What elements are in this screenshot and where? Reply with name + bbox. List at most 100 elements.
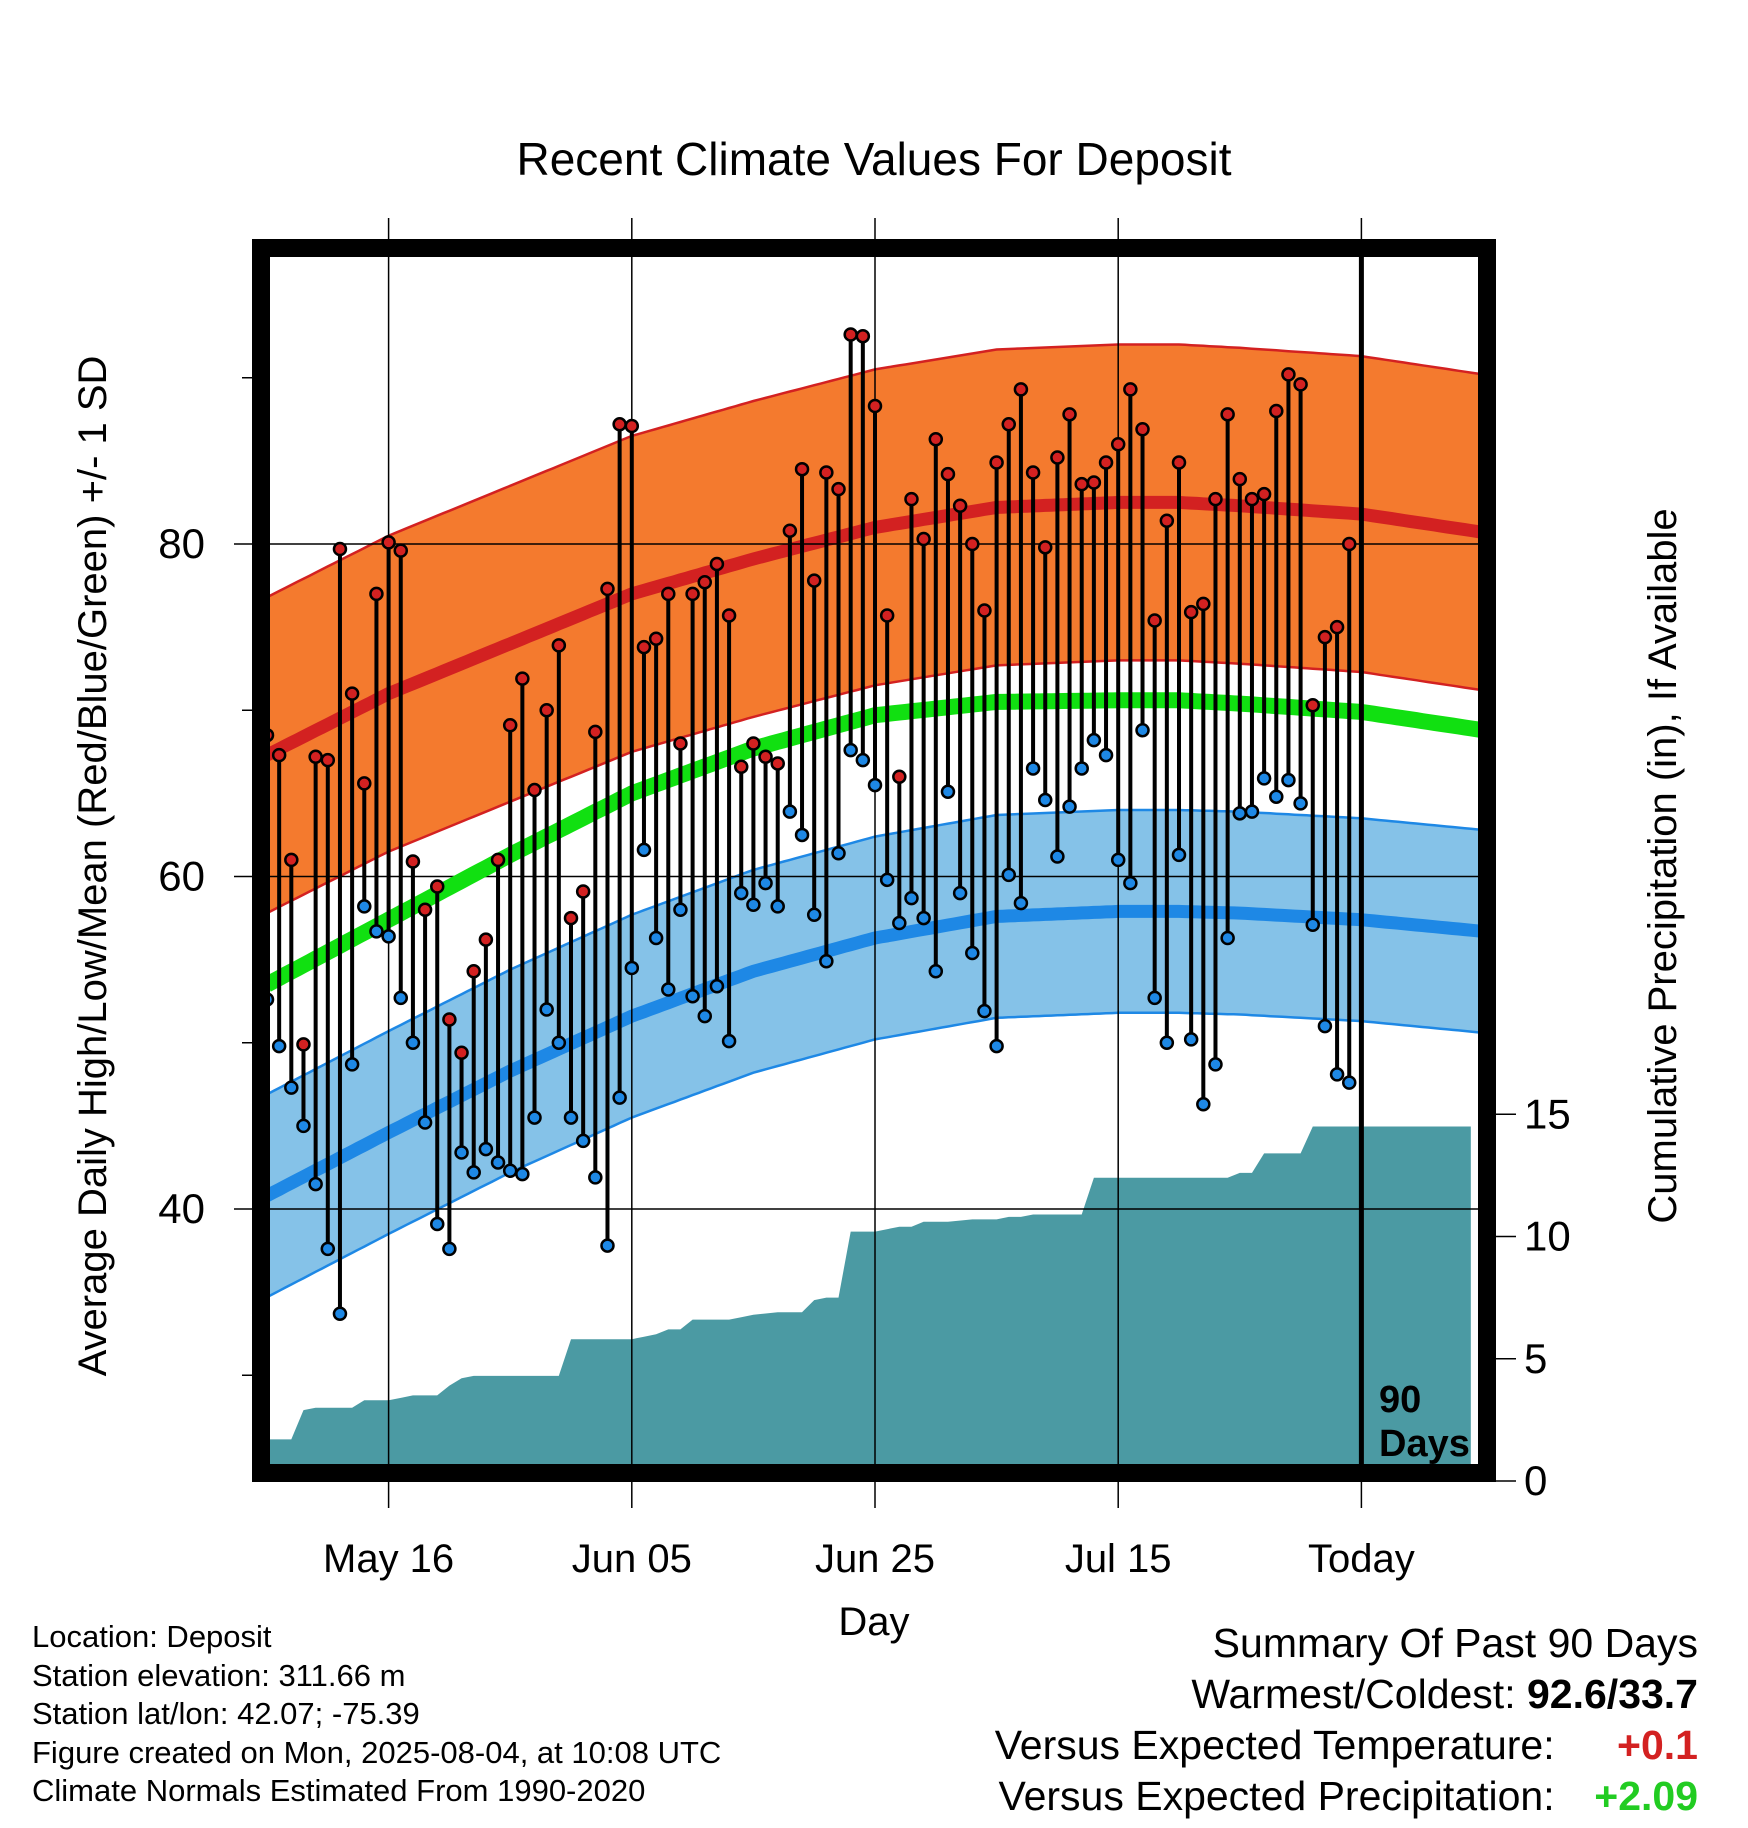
- daily-low-point: [1232, 806, 1248, 821]
- daily-high-point: [733, 759, 749, 775]
- daily-high-point: [442, 1012, 457, 1027]
- daily-high-point: [466, 964, 481, 979]
- daily-high-point: [819, 465, 834, 480]
- daily-low-point: [916, 910, 931, 926]
- daily-high-point: [1293, 377, 1308, 392]
- daily-low-point: [1183, 1032, 1199, 1047]
- daily-low-point: [515, 1166, 530, 1182]
- y-tick-label-left: 60: [158, 853, 205, 900]
- x-tick-label: May 16: [323, 1537, 454, 1581]
- daily-low-point: [831, 845, 846, 861]
- daily-low-point: [965, 945, 980, 961]
- daily-high-point: [271, 747, 287, 763]
- daily-low-point: [1025, 761, 1041, 776]
- daily-high-point: [1086, 475, 1102, 490]
- daily-low-point: [1269, 789, 1284, 804]
- daily-high-point: [369, 586, 384, 602]
- daily-low-point: [308, 1176, 323, 1192]
- daily-high-point: [393, 543, 409, 558]
- daily-high-point: [867, 398, 883, 414]
- daily-low-point: [1086, 732, 1102, 748]
- daily-high-point: [344, 686, 360, 701]
- daily-high-point: [527, 782, 542, 798]
- daily-high-point: [1037, 540, 1053, 555]
- daily-high-point: [320, 752, 336, 768]
- daily-low-point: [940, 784, 956, 799]
- daily-low-point: [588, 1170, 603, 1185]
- daily-low-point: [1171, 847, 1187, 863]
- x-tick-label: Jun 05: [572, 1537, 692, 1581]
- daily-high-point: [940, 466, 956, 482]
- daily-low-point: [563, 1110, 579, 1125]
- daily-high-point: [928, 432, 944, 447]
- daily-high-point: [624, 418, 640, 434]
- daily-low-point: [551, 1035, 567, 1050]
- daily-low-point: [1208, 1057, 1223, 1072]
- created-text: Figure created on Mon, 2025-08-04, at 10…: [32, 1734, 722, 1770]
- daily-high-point: [794, 461, 810, 477]
- daily-low-point: [1135, 722, 1150, 738]
- daily-high-point: [502, 717, 518, 733]
- daily-low-point: [709, 978, 725, 994]
- daily-high-point: [843, 327, 858, 342]
- daily-low-point: [855, 752, 871, 768]
- daily-high-point: [782, 523, 798, 538]
- daily-high-point: [429, 879, 445, 894]
- daily-low-point: [904, 890, 919, 906]
- daily-high-point: [515, 671, 530, 686]
- daily-high-point: [952, 498, 968, 514]
- daily-high-point: [709, 556, 725, 572]
- daily-high-point: [661, 586, 676, 602]
- y-tick-label-left: 40: [158, 1185, 205, 1232]
- chart-title: Recent Climate Values For Deposit: [517, 133, 1232, 185]
- daily-low-point: [502, 1163, 518, 1179]
- daily-low-point: [1013, 895, 1029, 911]
- daily-high-point: [1123, 382, 1138, 397]
- daily-high-point: [746, 736, 761, 751]
- daily-high-point: [1074, 476, 1089, 492]
- daily-high-point: [697, 574, 713, 590]
- daily-high-point: [916, 531, 931, 547]
- precip-label: Versus Expected Precipitation:: [998, 1773, 1555, 1819]
- daily-high-point: [1232, 471, 1248, 487]
- warm-cold-label: Warmest/Coldest:: [1191, 1671, 1516, 1717]
- daily-low-point: [806, 907, 822, 922]
- daily-high-point: [685, 586, 700, 602]
- daily-low-point: [539, 1002, 554, 1017]
- daily-low-point: [867, 777, 883, 793]
- daily-low-point: [721, 1033, 737, 1049]
- today-label-number: 90: [1379, 1379, 1421, 1421]
- daily-low-point: [1341, 1075, 1357, 1090]
- daily-low-point: [332, 1306, 348, 1321]
- daily-high-point: [1183, 604, 1199, 620]
- daily-high-point: [1147, 613, 1162, 628]
- daily-high-point: [892, 769, 907, 784]
- daily-high-point: [454, 1045, 469, 1060]
- daily-high-point: [600, 581, 615, 597]
- daily-low-point: [892, 915, 907, 931]
- daily-high-point: [879, 608, 895, 623]
- daily-high-point: [405, 854, 421, 869]
- y-tick-label-right: 5: [1524, 1335, 1547, 1382]
- daily-high-point: [357, 776, 372, 791]
- daily-high-point: [1110, 437, 1126, 452]
- daily-low-point: [1329, 1067, 1345, 1082]
- daily-low-point: [1123, 875, 1138, 891]
- y-axis-label-right: Cumulative Precipitation (in), If Availa…: [1641, 508, 1685, 1223]
- daily-low-point: [1220, 930, 1235, 946]
- daily-high-point: [806, 573, 822, 588]
- daily-high-point: [977, 603, 992, 618]
- x-axis-label: Day: [838, 1600, 909, 1644]
- x-tick-label: Jul 15: [1065, 1537, 1172, 1581]
- daily-low-point: [758, 875, 773, 891]
- daily-low-point: [1098, 747, 1114, 763]
- daily-high-point: [965, 536, 980, 552]
- daily-high-point: [1256, 486, 1272, 502]
- daily-low-point: [442, 1241, 457, 1257]
- daily-low-point: [843, 742, 858, 758]
- daily-low-point: [673, 902, 688, 917]
- daily-high-point: [904, 491, 919, 507]
- daily-low-point: [685, 988, 700, 1004]
- daily-high-point: [770, 756, 785, 771]
- daily-low-point: [746, 897, 761, 913]
